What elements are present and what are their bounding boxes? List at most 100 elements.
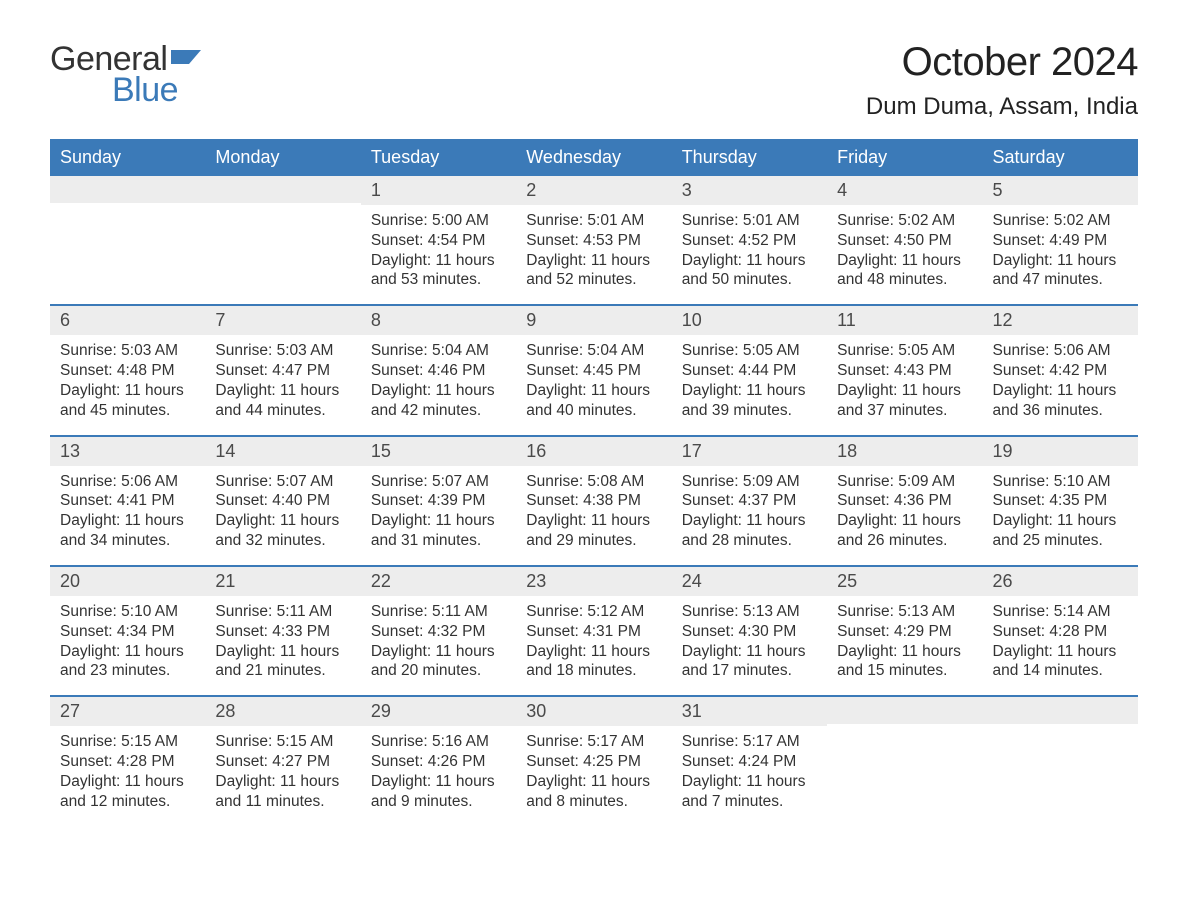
- day-number: 31: [672, 697, 827, 726]
- logo: General Blue: [50, 40, 201, 110]
- day-number: 6: [50, 306, 205, 335]
- sunset-text: Sunset: 4:40 PM: [215, 491, 350, 511]
- day-number: 15: [361, 437, 516, 466]
- sunset-text: Sunset: 4:47 PM: [215, 361, 350, 381]
- sunrise-text: Sunrise: 5:07 AM: [371, 472, 506, 492]
- day-number: 26: [983, 567, 1138, 596]
- day-data: Sunrise: 5:13 AMSunset: 4:30 PMDaylight:…: [672, 596, 827, 695]
- sunrise-text: Sunrise: 5:07 AM: [215, 472, 350, 492]
- sunrise-text: Sunrise: 5:10 AM: [60, 602, 195, 622]
- calendar-day: 1Sunrise: 5:00 AMSunset: 4:54 PMDaylight…: [361, 176, 516, 304]
- day-number: 12: [983, 306, 1138, 335]
- calendar-day: 5Sunrise: 5:02 AMSunset: 4:49 PMDaylight…: [983, 176, 1138, 304]
- day-number: 18: [827, 437, 982, 466]
- sunset-text: Sunset: 4:46 PM: [371, 361, 506, 381]
- day-data: [827, 724, 982, 744]
- day-data: [205, 203, 360, 223]
- day-number: 4: [827, 176, 982, 205]
- day-number: [983, 697, 1138, 724]
- sunset-text: Sunset: 4:28 PM: [60, 752, 195, 772]
- calendar-day: 2Sunrise: 5:01 AMSunset: 4:53 PMDaylight…: [516, 176, 671, 304]
- day-data: Sunrise: 5:02 AMSunset: 4:50 PMDaylight:…: [827, 205, 982, 304]
- day-data: Sunrise: 5:14 AMSunset: 4:28 PMDaylight:…: [983, 596, 1138, 695]
- daylight-text: Daylight: 11 hours and 36 minutes.: [993, 381, 1128, 421]
- calendar-day: 6Sunrise: 5:03 AMSunset: 4:48 PMDaylight…: [50, 306, 205, 434]
- dow-thursday: Thursday: [672, 139, 827, 176]
- calendar-day: 16Sunrise: 5:08 AMSunset: 4:38 PMDayligh…: [516, 437, 671, 565]
- day-data: Sunrise: 5:04 AMSunset: 4:46 PMDaylight:…: [361, 335, 516, 434]
- daylight-text: Daylight: 11 hours and 8 minutes.: [526, 772, 661, 812]
- day-data: Sunrise: 5:12 AMSunset: 4:31 PMDaylight:…: [516, 596, 671, 695]
- daylight-text: Daylight: 11 hours and 18 minutes.: [526, 642, 661, 682]
- day-number: 9: [516, 306, 671, 335]
- daylight-text: Daylight: 11 hours and 28 minutes.: [682, 511, 817, 551]
- day-data: Sunrise: 5:03 AMSunset: 4:47 PMDaylight:…: [205, 335, 360, 434]
- day-data: Sunrise: 5:11 AMSunset: 4:33 PMDaylight:…: [205, 596, 360, 695]
- day-data: Sunrise: 5:02 AMSunset: 4:49 PMDaylight:…: [983, 205, 1138, 304]
- sunrise-text: Sunrise: 5:01 AM: [526, 211, 661, 231]
- logo-word2: Blue: [112, 71, 201, 110]
- day-number: 11: [827, 306, 982, 335]
- day-data: Sunrise: 5:03 AMSunset: 4:48 PMDaylight:…: [50, 335, 205, 434]
- calendar-day: 3Sunrise: 5:01 AMSunset: 4:52 PMDaylight…: [672, 176, 827, 304]
- daylight-text: Daylight: 11 hours and 17 minutes.: [682, 642, 817, 682]
- calendar-day: 27Sunrise: 5:15 AMSunset: 4:28 PMDayligh…: [50, 697, 205, 825]
- calendar-day: 13Sunrise: 5:06 AMSunset: 4:41 PMDayligh…: [50, 437, 205, 565]
- calendar-day: 12 Sunrise: 5:06 AMSunset: 4:42 PMDayligh…: [983, 306, 1138, 434]
- calendar-week: 27Sunrise: 5:15 AMSunset: 4:28 PMDayligh…: [50, 695, 1138, 825]
- day-number: 5: [983, 176, 1138, 205]
- daylight-text: Daylight: 11 hours and 40 minutes.: [526, 381, 661, 421]
- day-number: 8: [361, 306, 516, 335]
- dow-monday: Monday: [205, 139, 360, 176]
- calendar-day: 20Sunrise: 5:10 AMSunset: 4:34 PMDayligh…: [50, 567, 205, 695]
- daylight-text: Daylight: 11 hours and 26 minutes.: [837, 511, 972, 551]
- calendar-day: 14Sunrise: 5:07 AMSunset: 4:40 PMDayligh…: [205, 437, 360, 565]
- sunset-text: Sunset: 4:43 PM: [837, 361, 972, 381]
- daylight-text: Daylight: 11 hours and 45 minutes.: [60, 381, 195, 421]
- daylight-text: Daylight: 11 hours and 21 minutes.: [215, 642, 350, 682]
- day-data: Sunrise: 5:01 AMSunset: 4:53 PMDaylight:…: [516, 205, 671, 304]
- weeks-container: 1Sunrise: 5:00 AMSunset: 4:54 PMDaylight…: [50, 176, 1138, 826]
- day-data: Sunrise: 5:13 AMSunset: 4:29 PMDaylight:…: [827, 596, 982, 695]
- dow-saturday: Saturday: [983, 139, 1138, 176]
- sunset-text: Sunset: 4:36 PM: [837, 491, 972, 511]
- sunrise-text: Sunrise: 5:17 AM: [526, 732, 661, 752]
- daylight-text: Daylight: 11 hours and 37 minutes.: [837, 381, 972, 421]
- sunset-text: Sunset: 4:31 PM: [526, 622, 661, 642]
- daylight-text: Daylight: 11 hours and 53 minutes.: [371, 251, 506, 291]
- sunset-text: Sunset: 4:41 PM: [60, 491, 195, 511]
- sunset-text: Sunset: 4:52 PM: [682, 231, 817, 251]
- calendar-day: 8Sunrise: 5:04 AMSunset: 4:46 PMDaylight…: [361, 306, 516, 434]
- day-data: Sunrise: 5:17 AMSunset: 4:24 PMDaylight:…: [672, 726, 827, 825]
- calendar-day: 19Sunrise: 5:10 AMSunset: 4:35 PMDayligh…: [983, 437, 1138, 565]
- sunset-text: Sunset: 4:30 PM: [682, 622, 817, 642]
- day-data: Sunrise: 5:00 AMSunset: 4:54 PMDaylight:…: [361, 205, 516, 304]
- daylight-text: Daylight: 11 hours and 47 minutes.: [993, 251, 1128, 291]
- calendar-week: 20Sunrise: 5:10 AMSunset: 4:34 PMDayligh…: [50, 565, 1138, 695]
- sunset-text: Sunset: 4:37 PM: [682, 491, 817, 511]
- day-data: Sunrise: 5:15 AMSunset: 4:27 PMDaylight:…: [205, 726, 360, 825]
- calendar-day: 26Sunrise: 5:14 AMSunset: 4:28 PMDayligh…: [983, 567, 1138, 695]
- calendar-day: 10Sunrise: 5:05 AMSunset: 4:44 PMDayligh…: [672, 306, 827, 434]
- calendar-day: 7Sunrise: 5:03 AMSunset: 4:47 PMDaylight…: [205, 306, 360, 434]
- title-block: October 2024 Dum Duma, Assam, India: [866, 40, 1138, 121]
- day-number: [50, 176, 205, 203]
- daylight-text: Daylight: 11 hours and 11 minutes.: [215, 772, 350, 812]
- sunrise-text: Sunrise: 5:10 AM: [993, 472, 1128, 492]
- daylight-text: Daylight: 11 hours and 50 minutes.: [682, 251, 817, 291]
- calendar-day: 29Sunrise: 5:16 AMSunset: 4:26 PMDayligh…: [361, 697, 516, 825]
- calendar-week: 6Sunrise: 5:03 AMSunset: 4:48 PMDaylight…: [50, 304, 1138, 434]
- day-data: [50, 203, 205, 223]
- sunset-text: Sunset: 4:42 PM: [993, 361, 1128, 381]
- calendar-day: 24Sunrise: 5:13 AMSunset: 4:30 PMDayligh…: [672, 567, 827, 695]
- calendar-day: 11Sunrise: 5:05 AMSunset: 4:43 PMDayligh…: [827, 306, 982, 434]
- dow-sunday: Sunday: [50, 139, 205, 176]
- day-data: Sunrise: 5:09 AMSunset: 4:37 PMDaylight:…: [672, 466, 827, 565]
- sunset-text: Sunset: 4:27 PM: [215, 752, 350, 772]
- day-number: 2: [516, 176, 671, 205]
- sunset-text: Sunset: 4:53 PM: [526, 231, 661, 251]
- day-number: 19: [983, 437, 1138, 466]
- sunrise-text: Sunrise: 5:06 AM: [993, 341, 1128, 361]
- day-data: Sunrise: 5:04 AMSunset: 4:45 PMDaylight:…: [516, 335, 671, 434]
- sunrise-text: Sunrise: 5:17 AM: [682, 732, 817, 752]
